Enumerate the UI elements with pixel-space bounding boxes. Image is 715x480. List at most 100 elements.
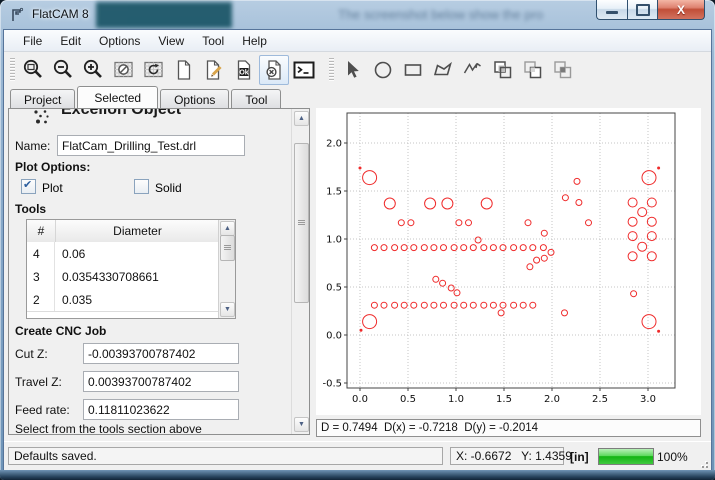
col-header-number[interactable]: # — [27, 220, 56, 242]
window-bottom-edge — [0, 470, 715, 480]
close-button[interactable]: X — [657, 0, 705, 20]
drill-hole-marker — [450, 244, 458, 252]
background-bleed-text: The screenshot below show the pro — [338, 7, 544, 22]
drill-hole-marker — [489, 301, 497, 309]
draw-polyline-button[interactable] — [458, 55, 488, 85]
drill-hole-marker — [575, 199, 583, 206]
drill-hole-marker — [453, 289, 461, 297]
table-scrollbar-thumb[interactable] — [220, 235, 235, 261]
new-project-button[interactable] — [169, 55, 199, 85]
cancel-edit-button[interactable] — [259, 55, 289, 85]
toolbar-grip[interactable] — [10, 58, 15, 82]
tab-bar: Project Selected Options Tool — [4, 86, 711, 111]
drill-hole-marker — [627, 216, 638, 227]
select-arrow-icon — [348, 61, 359, 78]
drill-hole-marker — [637, 241, 648, 252]
draw-circle-button[interactable] — [368, 55, 398, 85]
shell-button[interactable] — [289, 55, 319, 85]
menu-file[interactable]: File — [23, 33, 43, 48]
replot-button[interactable] — [139, 55, 169, 85]
drill-hole-marker — [397, 219, 405, 227]
drill-hole-marker — [637, 207, 648, 218]
title-bar[interactable]: The screenshot below show the pro FlatCA… — [0, 0, 715, 30]
drill-hole-marker — [540, 229, 548, 237]
drill-hole-marker — [641, 170, 657, 186]
scroll-up-icon[interactable]: ▲ — [220, 221, 235, 236]
table-row[interactable]: 4 0.06 — [27, 242, 219, 266]
plot-canvas[interactable]: 0.0 0.5 1.0 1.5 2.0 2.5 3.0 -0.5 0.0 0.5 1.0 1.5 2.0 — [316, 108, 701, 415]
scroll-up-icon[interactable]: ▲ — [294, 111, 309, 126]
intersect-button[interactable] — [548, 55, 578, 85]
menu-help[interactable]: Help — [242, 33, 267, 48]
zoom-fit-icon — [23, 59, 42, 78]
drill-hole-marker — [380, 244, 388, 252]
toolbar-grip[interactable] — [329, 58, 334, 82]
travel-z-input[interactable] — [83, 371, 239, 392]
scroll-down-icon[interactable]: ▼ — [294, 417, 309, 432]
panel-scrollbar[interactable]: ▲ ▼ — [291, 109, 309, 434]
drill-hole-marker — [646, 197, 657, 208]
tab-project[interactable]: Project — [10, 89, 76, 110]
table-row[interactable]: 2 0.035 — [27, 288, 219, 312]
table-row[interactable]: 3 0.0354330708661 — [27, 265, 219, 289]
draw-polygon-button[interactable] — [428, 55, 458, 85]
drill-hole-marker — [573, 177, 581, 185]
subtract-button[interactable] — [518, 55, 548, 85]
drill-hole-marker — [585, 219, 592, 227]
resize-grip[interactable] — [698, 458, 708, 468]
drill-hole-marker — [410, 301, 418, 309]
tab-options[interactable]: Options — [160, 89, 230, 110]
menu-edit[interactable]: Edit — [60, 33, 82, 48]
svg-text:2.0: 2.0 — [326, 139, 342, 150]
drill-hole-marker — [529, 301, 537, 309]
select-tool-button[interactable] — [338, 55, 368, 85]
col-header-diameter[interactable]: Diameter — [113, 224, 162, 238]
feed-rate-input[interactable] — [83, 399, 239, 420]
menu-tool[interactable]: Tool — [202, 33, 225, 48]
drill-hole-marker — [533, 256, 541, 264]
flatcam-logo-icon — [12, 7, 24, 21]
solid-checkbox[interactable] — [134, 179, 149, 194]
maximize-button[interactable] — [627, 0, 657, 20]
save-object-button[interactable]: Ok — [229, 55, 259, 85]
menu-options[interactable]: Options — [99, 33, 141, 48]
tab-selected[interactable]: Selected — [77, 86, 159, 111]
circle-tool-icon — [374, 61, 392, 79]
zoom-in-button[interactable] — [79, 55, 109, 85]
travel-z-label: Travel Z: — [15, 375, 62, 389]
name-input[interactable] — [57, 135, 245, 156]
table-scrollbar[interactable]: ▲ ▼ — [218, 220, 235, 318]
drill-hole-marker — [510, 244, 518, 252]
clear-plot-button[interactable] — [109, 55, 139, 85]
cut-z-input[interactable] — [83, 343, 239, 364]
excellon-object-form: Excellon Object Name: Plot Options: Plot… — [9, 109, 292, 434]
drill-hole-marker — [440, 244, 447, 252]
union-button[interactable] — [488, 55, 518, 85]
toolbar: Ok — [4, 52, 711, 88]
minimize-button[interactable] — [596, 0, 627, 20]
drill-hole-marker — [646, 251, 657, 262]
zoom-fit-button[interactable] — [19, 55, 49, 85]
tab-tool[interactable]: Tool — [231, 89, 282, 110]
drill-hole-marker — [420, 301, 428, 309]
drill-hole-marker — [480, 244, 488, 252]
tools-label: Tools — [15, 202, 47, 216]
zoom-out-icon — [53, 59, 72, 78]
units-label: [in] — [570, 450, 589, 464]
solid-checkbox-label: Solid — [155, 181, 182, 195]
panel-heading: Excellon Object — [61, 109, 182, 118]
scroll-down-icon[interactable]: ▼ — [220, 302, 235, 317]
svg-text:0.0: 0.0 — [326, 331, 342, 342]
drill-hole-marker — [440, 301, 447, 309]
panel-scrollbar-thumb[interactable] — [294, 143, 309, 303]
menu-view[interactable]: View — [158, 33, 185, 48]
drill-hole-marker — [641, 314, 657, 330]
editor-button[interactable] — [199, 55, 229, 85]
drill-hole-marker — [450, 301, 458, 309]
draw-rectangle-button[interactable] — [398, 55, 428, 85]
drill-hole-marker — [540, 254, 548, 262]
zoom-out-button[interactable] — [49, 55, 79, 85]
union-tool-icon — [494, 61, 512, 79]
plot-checkbox[interactable] — [21, 178, 36, 194]
drill-hole-marker — [441, 197, 454, 210]
